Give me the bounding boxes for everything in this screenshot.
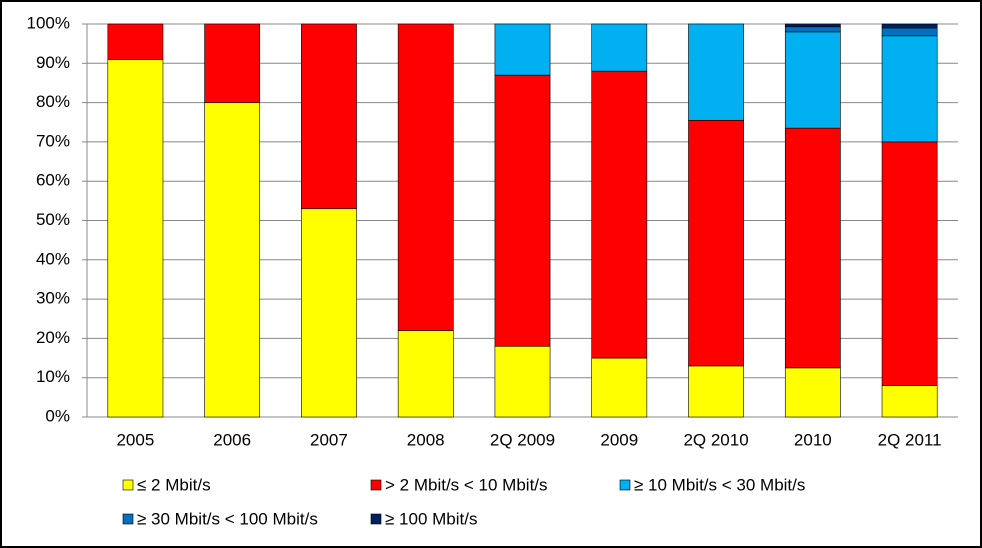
bar-segment [301,23,357,210]
y-tick-label: 10% [36,367,70,386]
legend-label: ≤ 2 Mbit/s [137,475,211,494]
legend-label: ≥ 30 Mbit/s < 100 Mbit/s [137,509,318,528]
bar-segment [591,357,648,418]
bar-segment [204,23,261,103]
y-tick-label: 50% [36,210,70,229]
bar-segment [494,23,551,76]
y-tick-label: 0% [45,406,70,425]
x-tick-label: 2010 [794,430,832,449]
bar-segment [688,119,744,367]
bar-segment [397,23,454,331]
legend-swatch [370,479,382,491]
y-tick-label: 60% [36,171,70,190]
bar-segment [881,23,938,29]
bar-segment [494,345,551,418]
bar-segment [494,74,551,347]
y-tick-label: 70% [36,131,70,150]
y-tick-label: 100% [27,13,70,32]
bar-segment [784,23,841,28]
y-tick-label: 80% [36,92,70,111]
legend-swatch [370,513,382,525]
y-tick-label: 30% [36,289,70,308]
legend-label: ≥ 10 Mbit/s < 30 Mbit/s [634,475,805,494]
x-tick-label: 2009 [600,430,638,449]
bar-segment [204,102,261,418]
legend-swatch [122,479,134,491]
bar-segment [107,23,164,60]
bar-segment [591,23,648,72]
x-tick-label: 2005 [116,430,154,449]
bar-segment [784,367,841,418]
y-tick-label: 40% [36,249,70,268]
bar-segment [591,70,648,359]
bar-segment [397,330,454,418]
bar-segment [688,365,744,418]
x-tick-label: 2006 [213,430,251,449]
legend-label: ≥ 100 Mbit/s [385,509,477,528]
bar-segment [881,385,938,418]
y-tick-label: 90% [36,53,70,72]
bar-segment [881,27,938,37]
bar-segment [881,35,938,143]
x-tick-label: 2007 [310,430,348,449]
y-tick-label: 20% [36,328,70,347]
x-tick-label: 2Q 2010 [683,430,748,449]
x-tick-label: 2008 [407,430,445,449]
bar-segment [784,31,841,129]
bar-segment [107,59,164,418]
bar-segment [301,208,357,418]
legend-swatch [122,513,134,525]
legend-label: > 2 Mbit/s < 10 Mbit/s [385,475,548,494]
x-tick-label: 2Q 2009 [490,430,555,449]
bar-segment [784,26,841,33]
bar-segment [688,23,744,121]
legend-swatch [619,479,631,491]
x-tick-label: 2Q 2011 [878,430,942,449]
bar-segment [784,127,841,369]
bar-segment [881,141,938,386]
